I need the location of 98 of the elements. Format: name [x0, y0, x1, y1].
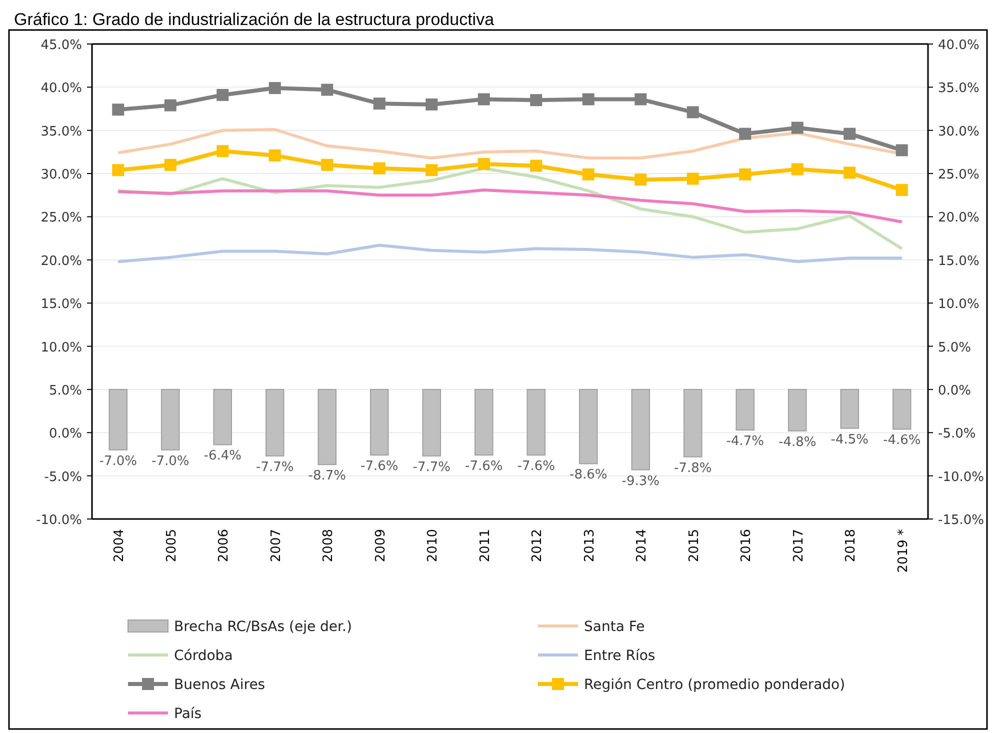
- point: [426, 98, 438, 110]
- point: [112, 164, 124, 176]
- chart-title: Gráfico 1: Grado de industrialización de la estructura productiva: [14, 10, 495, 29]
- data-label: -4.7%: [726, 434, 764, 450]
- data-label: -7.0%: [152, 454, 190, 469]
- data-label: -6.4%: [204, 448, 242, 464]
- point: [216, 145, 229, 158]
- x-tick-label: 2015: [686, 529, 702, 562]
- data-label: -7.6%: [360, 459, 398, 474]
- y2-tick-label: -10.0%: [938, 470, 984, 485]
- point: [686, 172, 699, 185]
- point: [582, 93, 594, 106]
- point: [791, 163, 804, 176]
- x-tick-label: 2018: [844, 529, 859, 562]
- point: [478, 93, 490, 106]
- point: [739, 168, 752, 180]
- x-tick-label: 2013: [582, 529, 598, 562]
- line-series: [116, 188, 904, 224]
- y-tick-label: -5.0%: [44, 470, 82, 485]
- point: [844, 166, 856, 179]
- point: [686, 106, 699, 118]
- legend-label: Región Centro (promedio ponderado): [584, 677, 846, 693]
- point: [582, 168, 594, 180]
- x-tick-label: 2005: [164, 529, 180, 562]
- y-tick-label: 5.0%: [48, 383, 82, 398]
- y2-tick-label: 15.0%: [938, 254, 980, 269]
- y-tick-label: 15.0%: [40, 297, 82, 312]
- point: [373, 162, 386, 174]
- point: [896, 184, 908, 196]
- x-tick-label: 2007: [268, 529, 284, 562]
- x-tick-label: 2017: [791, 529, 806, 562]
- x-tick-label: 2014: [634, 529, 650, 562]
- y2-tick-label: 25.0%: [938, 168, 980, 183]
- legend-label: Entre Ríos: [584, 648, 656, 664]
- point: [321, 158, 334, 171]
- x-tick-label: 2012: [530, 529, 546, 562]
- y2-tick-label: 5.0%: [938, 340, 972, 356]
- x-tick-label: 2016: [739, 529, 754, 562]
- y2-tick-label: -15.0%: [938, 513, 984, 528]
- y-tick-label: 20.0%: [40, 254, 82, 269]
- point: [739, 128, 752, 140]
- y-tick-label: 45.0%: [40, 38, 82, 53]
- data-label: -7.0%: [99, 454, 137, 469]
- line-series: [116, 244, 904, 264]
- point: [164, 158, 176, 171]
- y2-tick-label: 20.0%: [938, 210, 980, 226]
- point: [216, 88, 229, 101]
- point: [530, 94, 542, 106]
- y2-tick-label: -5.0%: [938, 426, 976, 442]
- data-label: -7.6%: [517, 459, 555, 474]
- x-tick-label: 2004: [112, 529, 128, 562]
- y-tick-label: 10.0%: [40, 340, 82, 356]
- y-tick-label: 30.0%: [40, 168, 82, 183]
- y-tick-label: -10.0%: [36, 513, 82, 528]
- point: [844, 128, 856, 140]
- y2-tick-label: 35.0%: [938, 81, 980, 96]
- data-label: -9.3%: [622, 474, 660, 489]
- legend-label: Córdoba: [174, 648, 233, 664]
- data-label: -7.7%: [412, 460, 450, 475]
- legend-label: Brecha RC/BsAs (eje der.): [174, 619, 352, 635]
- point: [791, 122, 804, 134]
- point: [268, 149, 281, 162]
- y2-tick-label: 30.0%: [938, 124, 980, 140]
- legend-label: Santa Fe: [584, 619, 645, 635]
- data-label: -7.8%: [674, 460, 712, 476]
- x-tick-label: 2019 *: [896, 528, 911, 573]
- x-tick-label: 2011: [478, 529, 493, 562]
- y-tick-label: 40.0%: [40, 81, 82, 96]
- point: [164, 99, 176, 112]
- data-label: -8.7%: [308, 468, 346, 484]
- legend-label: País: [174, 706, 202, 722]
- point: [112, 104, 124, 116]
- y2-tick-label: 10.0%: [938, 297, 980, 312]
- x-tick-label: 2006: [216, 529, 232, 562]
- data-label: -8.6%: [570, 468, 608, 483]
- data-label: -4.6%: [883, 433, 921, 448]
- x-tick-label: 2009: [373, 529, 388, 562]
- point: [896, 144, 908, 156]
- y2-tick-label: 0.0%: [938, 383, 972, 398]
- data-label: -4.8%: [778, 434, 816, 450]
- y2-tick-label: 40.0%: [938, 38, 980, 53]
- y-tick-label: 0.0%: [48, 426, 82, 442]
- point: [268, 82, 281, 94]
- point: [478, 158, 490, 170]
- point: [321, 84, 334, 96]
- point: [634, 93, 647, 106]
- point: [530, 160, 542, 172]
- y-tick-label: 25.0%: [40, 210, 82, 226]
- x-tick-label: 2010: [426, 529, 441, 562]
- data-label: -7.7%: [256, 460, 294, 475]
- x-tick-label: 2008: [321, 529, 336, 562]
- point: [426, 164, 438, 176]
- point: [634, 174, 647, 186]
- data-label: -4.5%: [830, 432, 868, 448]
- point: [373, 98, 386, 110]
- y-tick-label: 35.0%: [40, 124, 82, 140]
- legend-label: Buenos Aires: [174, 677, 266, 693]
- data-label: -7.6%: [465, 459, 503, 474]
